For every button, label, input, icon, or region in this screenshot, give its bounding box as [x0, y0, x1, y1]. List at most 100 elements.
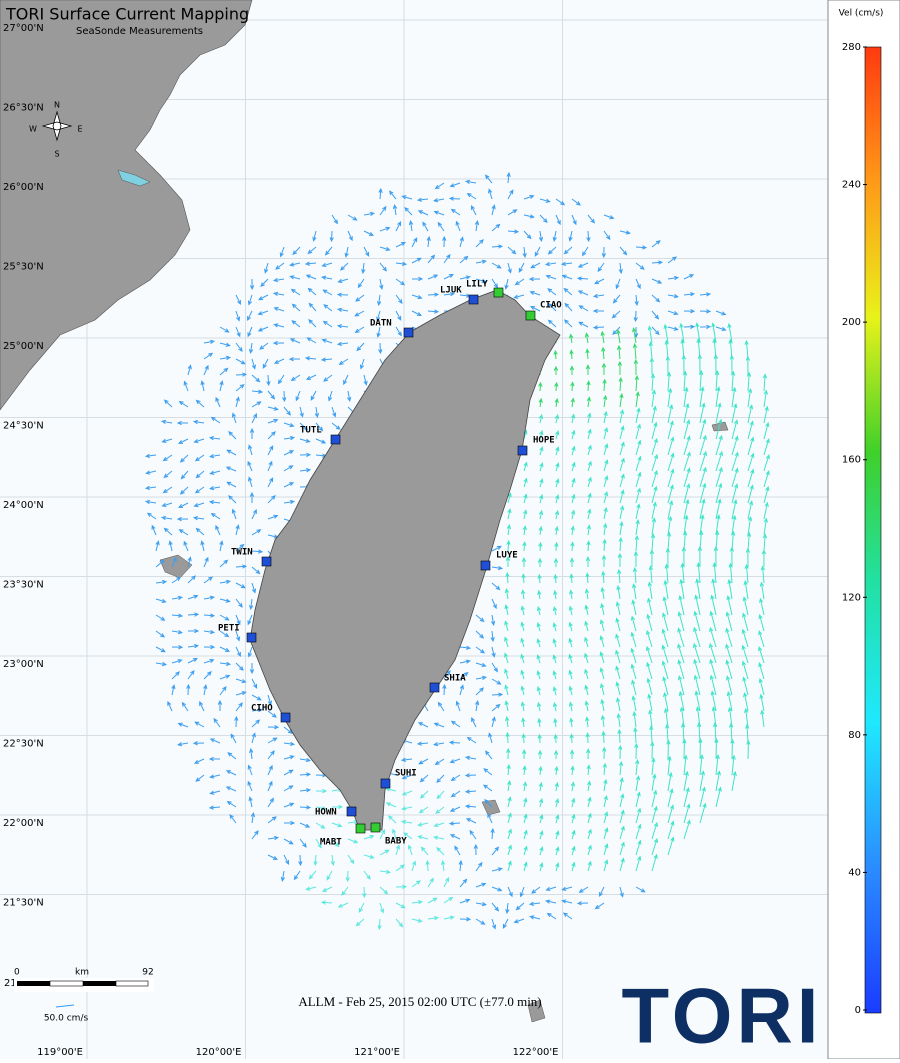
current-vector [763, 485, 770, 504]
current-vector [592, 325, 605, 330]
current-vector [603, 811, 609, 824]
current-vector [715, 754, 720, 776]
current-vector [536, 622, 541, 632]
current-vector [219, 326, 230, 333]
current-vector [679, 578, 685, 600]
current-vector [634, 742, 639, 760]
current-vector [521, 733, 526, 744]
station-label: HOWN [315, 808, 337, 818]
current-vector [552, 606, 558, 616]
current-vector [651, 485, 658, 504]
current-vector [266, 374, 271, 387]
current-vector [203, 364, 209, 376]
current-vector [226, 800, 237, 808]
current-vector [491, 545, 502, 552]
current-vector [587, 828, 592, 840]
current-vector [178, 529, 189, 536]
current-vector [315, 788, 328, 794]
current-vector [283, 465, 294, 472]
current-vector [649, 357, 655, 376]
current-vector [459, 671, 469, 680]
station-marker [468, 294, 479, 305]
current-vector [330, 854, 335, 867]
current-vector [283, 406, 291, 416]
current-vector [683, 292, 696, 297]
current-vector [651, 310, 660, 320]
island [481, 799, 501, 816]
current-vector [635, 823, 642, 840]
current-vector [267, 418, 279, 424]
lat-label: 24°30'N [3, 421, 44, 432]
current-vector [693, 626, 701, 648]
stations: LJUK LILY CIAO DATN TUTL HOPE TWIN LUYE PETI SHIA… [218, 280, 562, 848]
station-label: MABT [320, 838, 342, 848]
current-vector [667, 515, 673, 536]
current-vector [587, 412, 592, 424]
current-vector [215, 524, 221, 536]
current-vector [697, 545, 703, 568]
current-vector [273, 306, 285, 312]
station-label: LUYE [496, 551, 518, 561]
current-vector [586, 380, 591, 392]
current-vector [715, 482, 723, 504]
current-vector [379, 278, 384, 290]
current-vector [315, 838, 322, 849]
current-vector [235, 702, 243, 712]
current-vector [552, 654, 557, 664]
current-vector [247, 646, 253, 658]
current-vector [231, 508, 237, 520]
current-vector [283, 854, 290, 865]
current-vector [683, 498, 690, 520]
current-vector [536, 638, 541, 648]
current-vector [299, 822, 311, 828]
current-vector [536, 654, 541, 664]
current-vector [427, 254, 436, 264]
current-vector [219, 367, 229, 376]
current-vector [683, 274, 695, 280]
current-vector [459, 684, 464, 696]
current-vector [631, 599, 637, 616]
current-vector [507, 209, 518, 216]
current-vector [725, 675, 733, 696]
current-vector [523, 461, 528, 472]
current-vector [292, 246, 301, 256]
current-vector [693, 642, 701, 664]
current-vector [615, 601, 621, 616]
current-vector [727, 322, 733, 344]
station-label: CIAO [540, 301, 562, 311]
current-vector [219, 540, 224, 552]
current-vector [555, 862, 560, 872]
current-vector [267, 431, 276, 440]
current-vector [378, 342, 383, 355]
current-vector [677, 643, 685, 664]
current-vector [363, 230, 375, 236]
current-vector [633, 310, 638, 323]
current-vector [758, 613, 765, 632]
current-vector [183, 380, 189, 392]
current-vector [235, 564, 248, 569]
current-vector [635, 262, 645, 270]
current-vector [522, 541, 527, 552]
current-vector [586, 780, 592, 792]
current-vector [283, 820, 296, 826]
current-vector [283, 755, 295, 760]
current-vector [667, 310, 679, 316]
current-vector [600, 602, 605, 616]
current-vector [538, 509, 544, 520]
current-vector [491, 716, 496, 728]
lat-label: 23°30'N [3, 580, 44, 591]
current-vector [475, 614, 485, 623]
current-vector [251, 582, 257, 594]
current-vector [176, 420, 189, 426]
current-vector [599, 683, 605, 696]
current-vector [585, 748, 591, 760]
current-vector [210, 416, 221, 424]
vector-legend-arrow [55, 1004, 75, 1008]
current-vector [417, 210, 429, 216]
current-vector [347, 230, 353, 242]
current-vector [762, 373, 768, 392]
current-vector [601, 246, 607, 259]
current-vector [231, 412, 237, 424]
current-vector [520, 621, 525, 632]
current-vector [160, 419, 173, 425]
